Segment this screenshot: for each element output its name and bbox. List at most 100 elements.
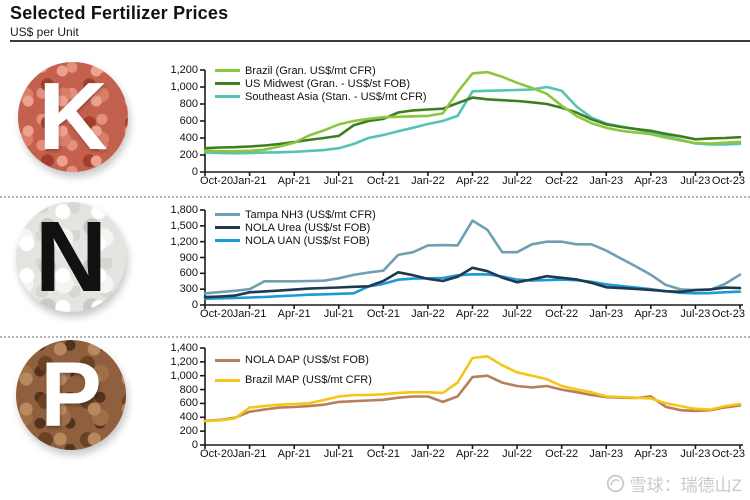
y-tick-label: 900	[179, 251, 198, 264]
y-tick-label: 1,000	[170, 81, 198, 93]
legend-item: US Midwest (Gran. - US$/st FOB)	[215, 77, 427, 90]
plot-area-potash	[200, 69, 743, 176]
y-tick-label: 800	[179, 383, 198, 396]
x-tick-label: Apr-22	[455, 175, 490, 187]
x-tick-label: Jan-23	[589, 308, 624, 320]
x-tick-label: Jul-21	[323, 175, 354, 187]
x-tick-label: Oct-23	[711, 175, 745, 187]
y-axis-labels: 0 200 400 600 800 1,000 1,200 1,400	[153, 342, 205, 451]
series-line-nitrogen-0	[203, 219, 742, 295]
panel-divider	[0, 196, 750, 198]
legend-swatch-icon	[215, 82, 240, 85]
plot-area-nitrogen	[200, 209, 743, 309]
legend-label: NOLA Urea (US$/st FOB)	[245, 221, 371, 234]
x-tick-label: Jul-21	[323, 308, 354, 320]
x-tick-label: Oct-21	[366, 448, 400, 460]
page-title: Selected Fertilizer Prices	[10, 3, 229, 23]
x-tick-label: Apr-22	[455, 448, 490, 460]
y-tick-label: 800	[179, 98, 198, 110]
y-tick-label: 1,400	[170, 342, 198, 354]
x-tick-label: Oct-22	[545, 308, 579, 320]
legend-item: Brazil (Gran. US$/mt CFR)	[215, 64, 427, 77]
y-tick-label: 1,800	[170, 204, 198, 216]
y-tick-label: 1,200	[170, 355, 198, 368]
x-tick-label: Oct-22	[545, 175, 579, 187]
y-tick-label: 400	[179, 132, 198, 144]
legend-item: NOLA UAN (US$/st FOB)	[215, 234, 376, 247]
legend-swatch-icon	[215, 213, 240, 216]
x-tick-label: Oct-21	[366, 308, 400, 320]
legend-potash: Brazil (Gran. US$/mt CFR) US Midwest (Gra…	[215, 64, 427, 103]
legend-swatch-icon	[215, 69, 240, 72]
phosphate-granules-icon: P	[16, 340, 126, 450]
legend-nitrogen: Tampa NH3 (US$/mt CFR) NOLA Urea (US$/st …	[215, 208, 376, 247]
legend-swatch-icon	[215, 226, 240, 229]
legend-swatch-icon	[215, 358, 240, 362]
x-axis-labels: Oct-20 Jan-21 Apr-21 Jul-21 Oct-21 Jan-22 Apr-…	[200, 175, 745, 190]
legend-item: Tampa NH3 (US$/mt CFR)	[215, 208, 376, 221]
x-tick-label: Jul-21	[323, 448, 354, 460]
legend-item: NOLA Urea (US$/st FOB)	[215, 221, 376, 234]
x-tick-label: Jul-23	[680, 175, 711, 187]
y-axis-labels: 0 200 400 600 800 1,000 1,200	[153, 64, 205, 178]
x-tick-label: Oct-21	[366, 175, 400, 187]
x-tick-label: Apr-21	[277, 448, 311, 460]
xueqiu-snowball-logo-icon	[606, 474, 624, 493]
legend-phosphate: NOLA DAP (US$/st FOB) Brazil MAP (US$/mt …	[215, 350, 372, 390]
x-axis-labels: Oct-20 Jan-21 Apr-21 Jul-21 Oct-21 Jan-22 Apr-…	[200, 308, 745, 323]
x-tick-label: Jan-22	[411, 308, 445, 320]
x-tick-label: Apr-21	[277, 308, 311, 320]
x-tick-label: Apr-22	[455, 308, 490, 320]
series-line-nitrogen-1	[203, 266, 742, 299]
nutrient-letter-p: P	[40, 343, 102, 446]
y-tick-label: 0	[191, 166, 198, 178]
legend-swatch-icon	[215, 239, 240, 242]
x-tick-label: Oct-20	[200, 175, 234, 187]
y-tick-label: 200	[179, 149, 198, 161]
legend-label: NOLA UAN (US$/st FOB)	[245, 234, 370, 247]
legend-label: Tampa NH3 (US$/mt CFR)	[245, 208, 376, 221]
legend-label: NOLA DAP (US$/st FOB)	[245, 354, 369, 366]
x-tick-label: Oct-20	[200, 448, 234, 460]
y-tick-label: 400	[179, 411, 198, 424]
x-tick-label: Jul-22	[502, 448, 533, 460]
x-tick-label: Jan-22	[411, 448, 445, 460]
watermark: 雪球：瑞德山Z	[606, 471, 742, 496]
nutrient-letter-k: K	[38, 62, 108, 170]
panel-divider	[0, 336, 750, 338]
x-tick-label: Oct-23	[711, 308, 745, 320]
nitrogen-prills-icon: N	[16, 202, 126, 312]
legend-item: Brazil MAP (US$/mt CFR)	[215, 370, 372, 390]
chart-potash: 0 200 400 600 800 1,000 1,200 Oct-20 Jan-21 Apr-2…	[170, 64, 744, 187]
plot-area-phosphate	[200, 347, 743, 449]
potash-granules-icon: K	[18, 62, 128, 172]
series-line-nitrogen-2	[203, 273, 742, 300]
nutrient-letter-n: N	[34, 201, 108, 313]
y-tick-label: 600	[179, 397, 198, 410]
x-tick-label: Jan-21	[232, 175, 267, 187]
legend-label: Brazil (Gran. US$/mt CFR)	[245, 64, 376, 77]
series-line-potash-1	[203, 96, 742, 150]
series-line-phosphate-0	[203, 374, 742, 423]
header-rule	[10, 40, 750, 42]
y-tick-label: 1,200	[170, 64, 198, 76]
x-tick-label: Jul-23	[680, 448, 711, 460]
x-tick-label: Jul-22	[502, 175, 533, 187]
chart-nitrogen: 0 300 600 900 1,200 1,500 1,800 Oct-20 Jan-21 Apr…	[170, 204, 744, 320]
x-tick-label: Jan-21	[232, 448, 267, 460]
x-axis-labels: Oct-20 Jan-21 Apr-21 Jul-21 Oct-21 Jan-22 Apr-…	[200, 448, 745, 463]
series-line-potash-0	[203, 70, 742, 153]
legend-item: Southeast Asia (Stan. - US$/mt CFR)	[215, 90, 427, 103]
y-axis-labels: 0 300 600 900 1,200 1,500 1,800	[153, 204, 205, 311]
x-tick-label: Jan-23	[589, 175, 624, 187]
y-tick-label: 1,200	[170, 235, 198, 248]
series-line-phosphate-1	[203, 355, 742, 423]
page-subtitle: US$ per Unit	[10, 25, 79, 39]
x-tick-label: Jan-21	[232, 308, 267, 320]
legend-swatch-icon	[215, 378, 240, 382]
legend-label: Southeast Asia (Stan. - US$/mt CFR)	[245, 90, 427, 103]
series-line-potash-2	[203, 85, 742, 155]
y-tick-label: 1,000	[170, 369, 198, 382]
y-tick-label: 600	[179, 267, 198, 280]
x-tick-label: Apr-21	[277, 175, 311, 187]
